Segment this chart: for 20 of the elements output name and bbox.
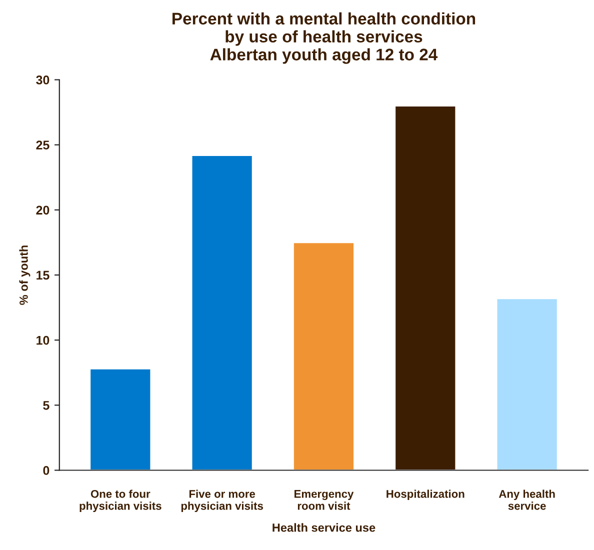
x-tick-label: Five or more physician visits <box>181 490 263 512</box>
bar <box>496 298 558 470</box>
bar <box>190 154 254 470</box>
chart-title: Percent with a mental health condition by use of health services Albertan youth aged 12 to 24 <box>172 12 476 64</box>
y-tick-label: 5 <box>43 401 50 410</box>
x-tick-label: Any health service <box>498 490 555 510</box>
y-tick-label: 10 <box>36 336 50 345</box>
y-tick-label: 15 <box>36 270 50 280</box>
bar <box>292 242 355 470</box>
y-tick-label: 25 <box>36 140 50 150</box>
bar <box>89 368 152 470</box>
x-tick-label: Hospitalization <box>386 490 464 500</box>
x-tick-label: One to four physician visits <box>80 490 162 512</box>
x-tick-label: Emergency room visit <box>294 490 354 510</box>
y-tick-label: 0 <box>43 466 50 475</box>
x-axis-title: Health service use <box>272 523 376 532</box>
y-tick-label: 20 <box>36 206 50 215</box>
bar <box>394 105 457 470</box>
y-tick-label: 30 <box>36 76 50 84</box>
y-axis-title: % of youth <box>19 246 30 305</box>
